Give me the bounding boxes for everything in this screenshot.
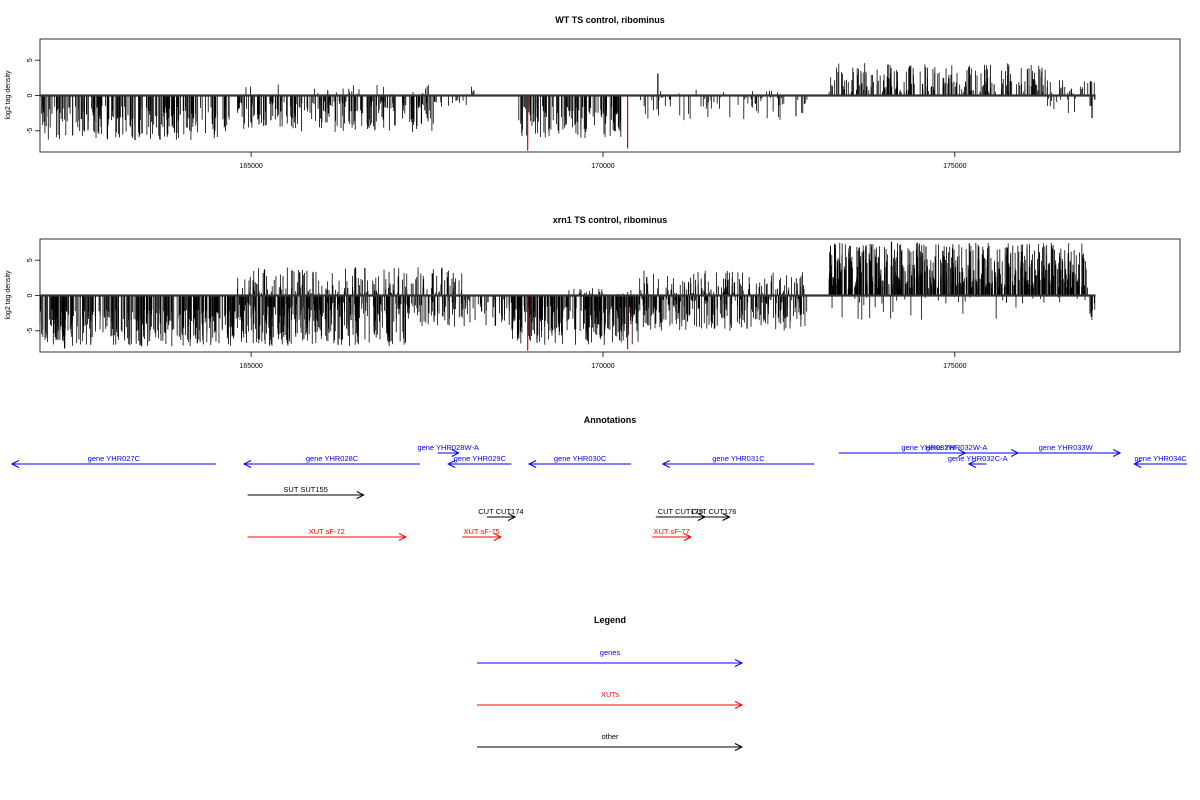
annotation-arrow-head (661, 460, 671, 468)
legend-item: other (477, 732, 744, 751)
x-tick-label: 175000 (943, 163, 966, 170)
annotation-feature: CUT CUT174 (478, 507, 524, 521)
legend-label: genes (600, 648, 621, 657)
annotation-arrow-head (356, 491, 365, 499)
legend-items: genes XUTs other (477, 648, 744, 751)
annotation-label: gene YHR028C (306, 454, 359, 463)
annotations-panel: Annotations gene YHR027C gene YHR028Cgene… (10, 415, 1187, 541)
annotation-label: gene YHR032C-A (948, 454, 1008, 463)
y-tick-label: 0 (27, 93, 34, 97)
wt-bars (40, 63, 1096, 151)
annotation-arrow-head (958, 449, 967, 457)
annotation-feature: SUT SUT155 (247, 485, 365, 499)
xrn1-y-axis-label: log2 tag density (5, 270, 12, 320)
annotation-feature: gene YHR029C (447, 454, 512, 468)
annotation-label: gene YHR027C (88, 454, 141, 463)
annotation-feature: gene YHR028C (242, 454, 420, 468)
annotation-arrow-head (1133, 460, 1142, 468)
x-tick-label: 175000 (943, 363, 966, 370)
wt-x-ticks: 165000 170000 175000 (239, 152, 967, 170)
annotation-feature: XUT sF-72 (247, 527, 408, 541)
xrn1-panel-title: xrn1 TS control, ribominus (553, 215, 668, 225)
annotations-title: Annotations (584, 415, 637, 425)
annotation-arrow-head (242, 460, 252, 468)
annotation-arrow-head (447, 460, 456, 468)
xrn1-x-ticks: 165000 170000 175000 (239, 352, 967, 370)
y-tick-label: -5 (27, 328, 34, 334)
annotation-label: gene YHR032W (901, 443, 956, 452)
annotation-arrow-head (10, 460, 20, 468)
annotation-items: gene YHR027C gene YHR028C gene YHR028W-A ge… (10, 443, 1187, 541)
annotation-feature: gene YHR033W (1011, 443, 1122, 457)
annotation-arrow-head (683, 533, 693, 541)
x-tick-label: 170000 (591, 363, 614, 370)
annotation-label: XUT sF-72 (309, 527, 345, 536)
x-tick-label: 165000 (239, 363, 262, 370)
xrn1-bars (39, 241, 1096, 351)
annotation-arrow-head (493, 533, 503, 541)
wt-panel-title: WT TS control, ribominus (555, 15, 665, 25)
annotation-arrow-head (527, 460, 537, 468)
annotation-arrow-head (451, 449, 460, 457)
annotation-feature: gene YHR030C (527, 454, 632, 468)
legend-item: genes (477, 648, 744, 667)
annotation-arrow-head (398, 533, 408, 541)
xrn1-panel: xrn1 TS control, ribominus log2 tag dens… (5, 215, 1181, 370)
xrn1-y-ticks: -5 0 5 (27, 258, 40, 334)
annotation-label: XUT sF-75 (464, 527, 500, 536)
y-tick-label: 0 (27, 293, 34, 297)
annotation-arrow-head (507, 513, 517, 521)
annotation-label: SUT SUT155 (283, 485, 327, 494)
annotation-label: gene YHR031C (712, 454, 765, 463)
annotation-feature: gene YHR028W-A (417, 443, 479, 457)
annotation-label: gene YHR033W (1039, 443, 1094, 452)
legend-label: XUTs (601, 690, 619, 699)
annotation-feature: gene YHR032W-A (926, 443, 987, 457)
annotation-feature: XUT sF-75 (462, 527, 503, 541)
annotation-arrow-head (722, 513, 731, 521)
annotation-label: gene YHR034C (1134, 454, 1187, 463)
legend-title: Legend (594, 615, 626, 625)
annotation-label: XUT sF-77 (654, 527, 690, 536)
legend-label: other (601, 732, 619, 741)
annotation-arrow-head (967, 460, 977, 468)
legend-panel: Legend genes XUTs other (477, 615, 744, 751)
annotation-feature: gene YHR027C (10, 454, 216, 468)
annotation-label: gene YHR028W-A (417, 443, 478, 452)
annotation-feature: XUT sF-77 (652, 527, 693, 541)
y-tick-label: 5 (27, 258, 34, 262)
annotation-label: gene YHR029C (454, 454, 507, 463)
annotation-arrow-head (1112, 449, 1122, 457)
wt-panel: WT TS control, ribominus log2 tag densit… (5, 15, 1181, 170)
annotation-label: CUT CUT174 (478, 507, 523, 516)
annotation-feature: gene YHR031C (661, 454, 815, 468)
legend-arrow-head (734, 743, 744, 751)
legend-arrow-head (734, 701, 744, 709)
y-tick-label: 5 (27, 58, 34, 62)
legend-arrow-head (734, 659, 744, 667)
y-tick-label: -5 (27, 128, 34, 134)
annotation-label: CUT CUT175 (658, 507, 703, 516)
annotation-label: gene YHR032W-A (926, 443, 987, 452)
annotation-label: gene YHR030C (554, 454, 607, 463)
legend-item: XUTs (477, 690, 744, 709)
x-tick-label: 170000 (591, 163, 614, 170)
annotation-feature: gene YHR032C-A (948, 454, 1008, 468)
annotation-label: CUT CUT176 (691, 507, 736, 516)
annotation-feature: gene YHR034C (1133, 454, 1187, 468)
x-tick-label: 165000 (239, 163, 262, 170)
wt-y-axis-label: log2 tag density (5, 70, 12, 120)
wt-y-ticks: -5 0 5 (27, 58, 40, 134)
annotation-feature: CUT CUT176 (691, 507, 736, 521)
